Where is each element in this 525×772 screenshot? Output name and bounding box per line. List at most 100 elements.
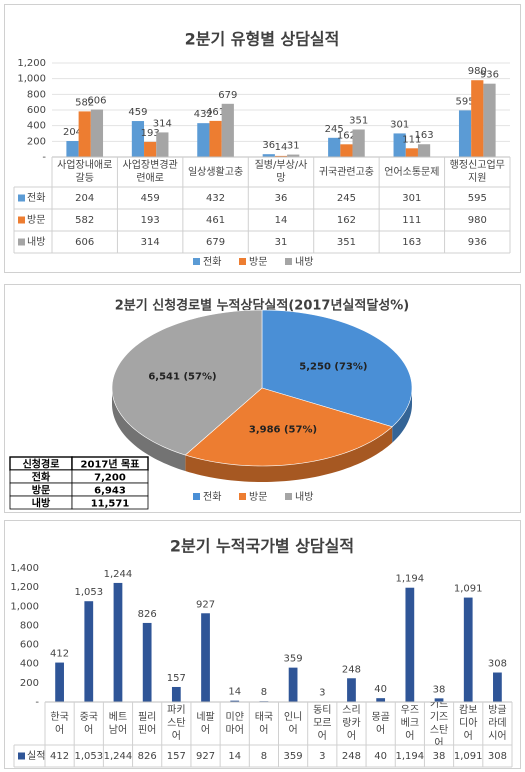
chart-title: 2분기 누적국가별 상담실적: [170, 537, 354, 556]
category-label-box: 사업장내애로갈등: [57, 160, 113, 184]
bar: [393, 133, 406, 157]
category-label-box: 사업장변경관련애로: [123, 160, 178, 184]
category-label: 귀국관련고충: [318, 166, 375, 178]
table-text: 11,571: [91, 499, 130, 510]
y-tick-label: 400: [20, 659, 39, 670]
table-value: 3: [319, 751, 325, 762]
table-value: 308: [488, 751, 507, 762]
data-label: 245: [325, 124, 344, 135]
table-value: 582: [75, 215, 94, 226]
table-text: 신청경로: [23, 458, 60, 471]
category-label: 파키스탄어: [167, 705, 186, 742]
data-label: 193: [141, 128, 160, 139]
bar: [328, 137, 341, 157]
chart-title: 2분기 유형별 상담실적: [185, 30, 340, 49]
pie-slice: [184, 387, 393, 467]
table-value: 359: [284, 751, 303, 762]
category-label-box: 키르기즈스탄어: [430, 702, 448, 745]
table-text: 전화: [32, 471, 51, 484]
table-value: 936: [468, 237, 487, 248]
category-label: 우즈베크어: [400, 705, 420, 742]
category-label-box: 필리핀어: [138, 712, 156, 736]
legend-label: 내방: [295, 491, 313, 503]
category-label-box: 몽골어: [371, 711, 390, 736]
data-label: 359: [284, 654, 303, 665]
legend-swatch: [193, 258, 200, 265]
table-value: 157: [167, 751, 186, 762]
table-value: 40: [374, 751, 387, 762]
series-name: 방문: [27, 214, 45, 226]
table-value: 36: [275, 193, 288, 204]
data-label: 459: [128, 107, 147, 118]
category-label: 중국어: [79, 711, 98, 736]
table-value: 1,053: [74, 751, 103, 762]
category-label: 질병/부상/사망: [254, 160, 308, 184]
category-label-box: 미얀마어: [225, 711, 244, 736]
table-value: 412: [50, 751, 69, 762]
category-label: 한국어: [50, 711, 69, 736]
bar: [221, 103, 234, 157]
table-text: 방문: [32, 484, 50, 497]
data-label: 461: [206, 107, 225, 118]
series-name: 실적: [27, 750, 45, 762]
table-value: 248: [342, 751, 361, 762]
series-name: 전화: [27, 192, 45, 204]
legend-swatch: [18, 194, 25, 202]
bar: [471, 80, 484, 157]
category-label: 사업장내애로갈등: [57, 160, 113, 184]
bar: [90, 109, 104, 157]
bar: [463, 597, 473, 702]
table-value: 432: [206, 193, 225, 204]
bar: [156, 132, 169, 157]
category-label: 방글라데시어: [488, 705, 507, 742]
bar: [197, 123, 210, 157]
legend-label: 방문: [249, 491, 267, 503]
table-text: 내방: [32, 497, 51, 510]
bar: [209, 120, 222, 157]
data-label: 980: [468, 66, 487, 77]
category-label-box: 베트남어: [109, 712, 127, 736]
legend-swatch: [193, 493, 200, 500]
category-label: 네팔어: [196, 711, 215, 736]
table-value: 314: [141, 237, 160, 248]
bar: [347, 678, 356, 702]
table-value: 459: [141, 193, 160, 204]
category-label: 몽골어: [371, 711, 390, 736]
bar: [417, 144, 431, 157]
legend-label: 전화: [203, 491, 221, 503]
table-value: 826: [138, 751, 157, 762]
category-label-box: 귀국관련고충: [318, 166, 375, 178]
category-label-box: 스리랑카어: [342, 705, 360, 742]
category-label-box: 네팔어: [196, 711, 215, 736]
y-tick-label: 400: [27, 121, 46, 132]
bar: [352, 129, 365, 157]
category-label-box: 언어소통문제: [384, 167, 439, 178]
y-tick-label: 600: [27, 105, 46, 116]
data-label: 6,541 (57%): [148, 372, 216, 383]
data-label: 248: [342, 664, 361, 675]
legend-label: 방문: [249, 256, 267, 268]
table-cell: [71, 495, 149, 510]
table-value: 31: [275, 237, 288, 248]
table-value: 193: [141, 215, 160, 226]
category-label-box: 태국어: [255, 712, 273, 736]
data-label: 314: [153, 118, 172, 129]
data-label: 679: [218, 90, 237, 101]
category-label-box: 중국어: [79, 711, 98, 736]
category-label-box: 파키스탄어: [167, 705, 186, 742]
table-value: 163: [402, 237, 421, 248]
table-value: 1,244: [104, 751, 133, 762]
legend-swatch: [18, 752, 25, 760]
bar: [405, 587, 415, 702]
legend-swatch: [285, 493, 292, 500]
category-label-box: 인니어: [283, 711, 303, 736]
category-label: 인니어: [283, 711, 303, 736]
data-label: 14: [228, 687, 241, 698]
table-value: 111: [402, 215, 421, 226]
y-tick-label: 800: [27, 89, 46, 100]
table-value: 461: [206, 215, 225, 226]
legend-swatch: [239, 493, 246, 500]
category-label: 미얀마어: [225, 711, 244, 736]
table-value: 8: [261, 751, 267, 762]
